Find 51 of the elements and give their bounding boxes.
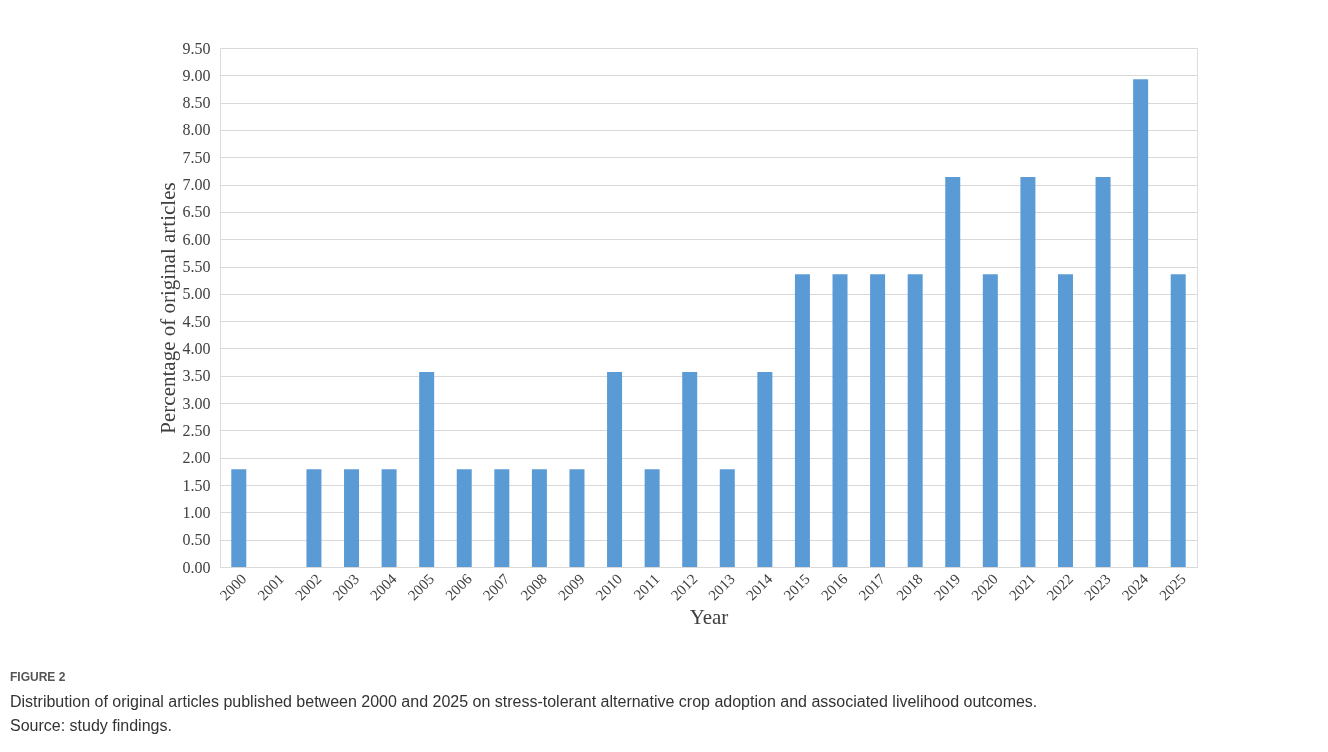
y-tick-label: 3.00 (182, 394, 211, 412)
y-tick-label: 1.50 (182, 476, 211, 494)
y-tick-label: 7.00 (182, 176, 211, 194)
bar (945, 176, 961, 567)
bar (344, 469, 360, 567)
bar (719, 469, 735, 567)
bar (1057, 274, 1073, 567)
bar (907, 274, 923, 567)
caption: FIGURE 2 (10, 670, 66, 684)
bar (982, 274, 998, 567)
y-tick-label: 4.50 (182, 312, 211, 330)
bar (306, 469, 322, 567)
bar (1170, 274, 1186, 567)
bar (832, 274, 848, 567)
y-tick-label: 8.50 (182, 94, 211, 112)
bar (644, 469, 660, 567)
bar (569, 469, 585, 567)
bar (381, 469, 397, 567)
bar (1133, 79, 1149, 567)
bar (607, 371, 623, 567)
y-tick-label: 1.00 (182, 503, 211, 521)
y-tick-label: 2.50 (182, 421, 211, 439)
x-axis-title: Year (689, 605, 729, 630)
y-tick-label: 9.00 (182, 66, 211, 84)
y-tick-label: 4.00 (182, 339, 211, 357)
y-tick-label: 9.50 (182, 39, 211, 57)
bar (419, 371, 435, 567)
y-axis-title: Percentage of original articles (155, 182, 180, 434)
bar (1020, 176, 1036, 567)
source-note: Source: study findings. (10, 717, 172, 734)
bar (456, 469, 472, 567)
bar (494, 469, 510, 567)
y-tick-label: 5.00 (182, 285, 211, 303)
y-tick-label: 6.00 (182, 230, 211, 248)
y-tick-label: 7.50 (182, 148, 211, 166)
x-tick-label: 2011 (630, 570, 663, 603)
bar (531, 469, 547, 567)
bar (794, 274, 810, 567)
y-tick-label: 2.00 (182, 449, 211, 467)
bar (1095, 176, 1111, 567)
y-tick-label: 0.00 (182, 558, 211, 576)
bar (870, 274, 886, 567)
text: Distribution of original articles published between 2000 and 2025 on stress-tolerant alternative crop adoption and associated livelihood outcomes. (10, 693, 1038, 710)
y-tick-label: 8.00 (182, 121, 211, 139)
y-tick-label: 6.50 (182, 203, 211, 221)
bar (682, 371, 698, 567)
y-tick-label: 3.50 (182, 367, 211, 385)
y-tick-label: 0.50 (182, 531, 211, 549)
bar (757, 371, 773, 567)
bar (231, 469, 247, 567)
y-tick-label: 5.50 (182, 258, 211, 276)
